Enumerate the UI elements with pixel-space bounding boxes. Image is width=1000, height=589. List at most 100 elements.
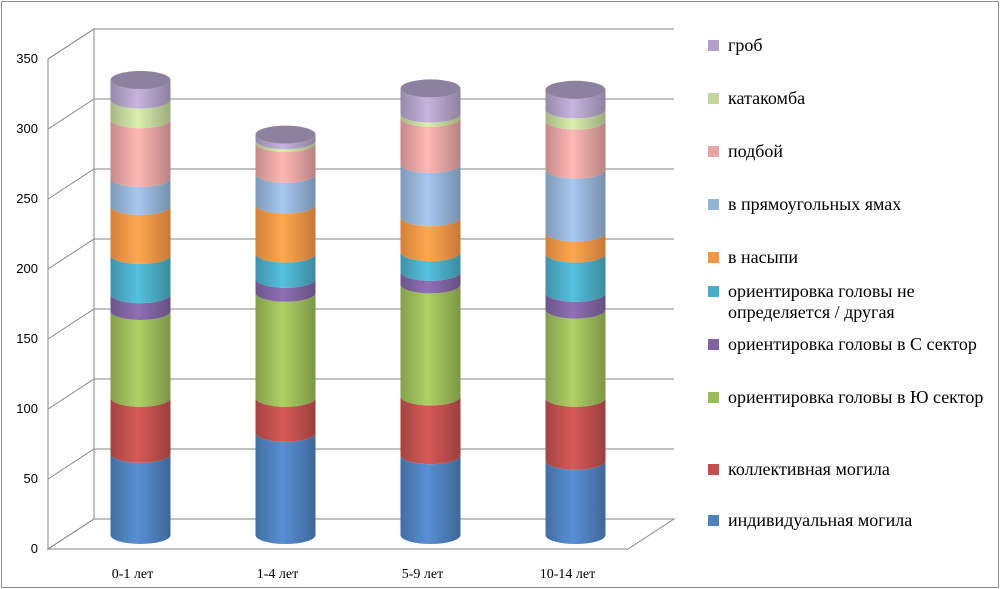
legend-swatch (708, 40, 719, 51)
bar-segment (400, 396, 461, 465)
legend-swatch (708, 93, 719, 104)
bar-segment (400, 271, 461, 294)
legend-label: коллективная могила (728, 459, 890, 479)
legend-item: ориентировка головы в С сектор (708, 334, 990, 355)
gridline (47, 238, 674, 270)
bar-segment (255, 143, 316, 183)
legend-swatch (708, 464, 719, 475)
bar-segment (255, 134, 316, 150)
legend-item: в прямоугольных ямах (708, 194, 990, 215)
x-category-label: 0-1 лет (112, 567, 153, 582)
bar-segment (545, 109, 606, 130)
y-axis-ticks: 0 50 100 150 200 250 300 350 (16, 51, 38, 556)
bar-top-cap (545, 80, 606, 99)
legend-swatch (708, 199, 719, 210)
x-category-label: 1-4 лет (257, 567, 298, 582)
bar-segment (400, 455, 461, 544)
bar-segment (400, 88, 461, 123)
bar-top-cap (255, 125, 316, 144)
legend-label: в прямоугольных ямах (728, 194, 902, 214)
bar-segment (110, 453, 171, 544)
gridline (47, 448, 674, 480)
legend-item: коллективная могила (708, 459, 990, 480)
bar-segment (545, 253, 606, 302)
y-tick-label: 200 (16, 261, 38, 276)
bar-segment (545, 232, 606, 263)
bar-segment (400, 284, 461, 406)
bar-segment (400, 117, 461, 174)
legend-label: катакомба (728, 88, 806, 108)
legend: индивидуальная могила коллективная могила… (708, 0, 998, 589)
bar-stack (545, 80, 606, 544)
bar-stack (400, 79, 461, 544)
bar-segment (110, 119, 171, 187)
legend-label: гроб (728, 35, 763, 55)
legend-item: гроб (708, 35, 990, 56)
legend-swatch (708, 146, 719, 157)
bar-segment (255, 432, 316, 544)
gridline (47, 168, 674, 200)
bar-segment (255, 173, 316, 214)
bar-segment (545, 397, 606, 470)
bar-segment (110, 206, 171, 264)
y-tick-label: 50 (24, 471, 38, 486)
bar-segment (545, 89, 606, 119)
legend-item: подбой (708, 141, 990, 162)
bar-segment (255, 292, 316, 407)
gridline (47, 308, 674, 340)
x-category-label: 5-9 лет (402, 567, 443, 582)
legend-label: подбой (728, 141, 784, 161)
gridline (47, 98, 674, 130)
y-tick-label: 0 (31, 541, 38, 556)
bar-segment (110, 255, 171, 304)
legend-label: ориентировка головы в Ю сектор (728, 387, 984, 407)
gridline (47, 28, 674, 60)
legend-swatch (708, 392, 719, 403)
bar-stack (110, 71, 171, 544)
legend-swatch (708, 252, 719, 263)
gridline (47, 378, 674, 410)
bar-top-cap (110, 71, 171, 89)
legend-swatch (708, 286, 719, 297)
bar-segment (255, 140, 316, 152)
legend-label: ориентировка головы не определяется / др… (728, 281, 915, 322)
x-axis-categories: 0-1 лет 1-4 лет 5-9 лет 10-14 лет (112, 567, 595, 582)
y-tick-label: 250 (16, 191, 38, 206)
bar-segment (255, 278, 316, 302)
legend-label: индивидуальная могила (728, 510, 913, 530)
bars (110, 71, 606, 544)
bar-segment (545, 460, 606, 544)
legend-item: катакомба (708, 88, 990, 109)
bar-segment (255, 204, 316, 263)
bar-segment (110, 80, 171, 109)
legend-label: в насыпи (728, 247, 798, 267)
gridlines (47, 28, 674, 480)
bar-segment (400, 252, 461, 281)
y-tick-label: 350 (16, 51, 38, 66)
y-tick-label: 150 (16, 331, 38, 346)
legend-swatch (708, 515, 719, 526)
bar-top-cap (400, 79, 461, 98)
x-category-label: 10-14 лет (540, 567, 595, 582)
bar-segment (545, 120, 606, 179)
bar-segment (110, 178, 171, 215)
bar-segment (545, 309, 606, 407)
bar-segment (545, 169, 606, 242)
legend-label: ориентировка головы в С сектор (728, 334, 977, 354)
bar-segment (400, 164, 461, 227)
legend-item: ориентировка головы не определяется / др… (708, 281, 990, 323)
legend-swatch (708, 339, 719, 350)
legend-item: в насыпи (708, 247, 990, 268)
legend-item: индивидуальная могила (708, 510, 990, 531)
bar-segment (110, 294, 171, 320)
legend-item: ориентировка головы в Ю сектор (708, 387, 990, 408)
bar-segment (255, 253, 316, 288)
bar-segment (545, 292, 606, 319)
side-wall (47, 28, 95, 550)
bar-segment (255, 397, 316, 442)
bar-segment (400, 113, 461, 127)
bar-segment (110, 397, 171, 463)
bar-segment (400, 217, 461, 262)
